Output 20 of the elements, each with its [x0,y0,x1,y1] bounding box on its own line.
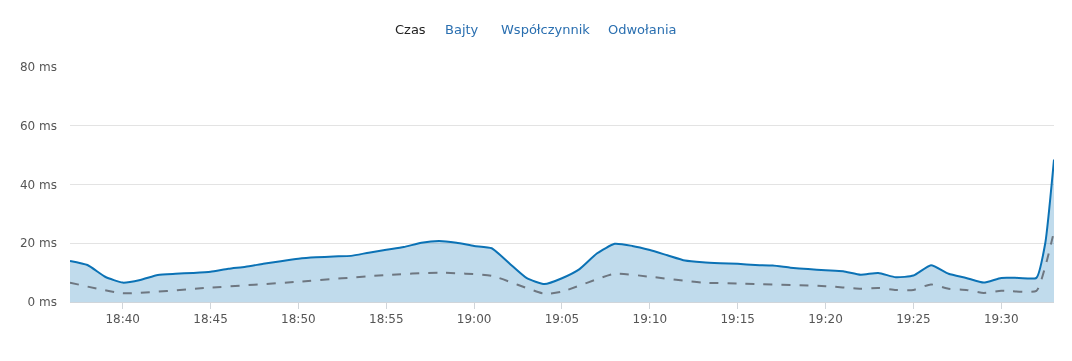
y-tick-label: 0 ms [27,295,57,310]
y-tick-label: 60 ms [19,118,57,133]
y-tick-label: 40 ms [19,177,57,192]
x-tick-label: 19:15 [720,312,755,327]
text: Czas [395,22,426,37]
text: Odwołania [608,22,677,37]
x-tick-label: 18:45 [193,312,228,327]
x-tick-label: 19:25 [896,312,931,327]
x-tick-label: 19:05 [544,312,580,327]
x-tick-label: 19:20 [808,312,843,327]
text: Bajty [445,22,479,37]
y-tick-label: 80 ms [19,60,57,75]
x-tick-label: 19:30 [983,312,1019,327]
x-tick-label: 19:00 [456,312,492,327]
x-tick-label: 18:50 [281,312,316,327]
x-tick-label: 19:10 [632,312,668,327]
y-tick-label: 20 ms [19,236,57,251]
x-tick-label: 18:40 [105,312,141,327]
text: Współczynnik [501,22,591,37]
x-tick-label: 18:55 [369,312,404,327]
